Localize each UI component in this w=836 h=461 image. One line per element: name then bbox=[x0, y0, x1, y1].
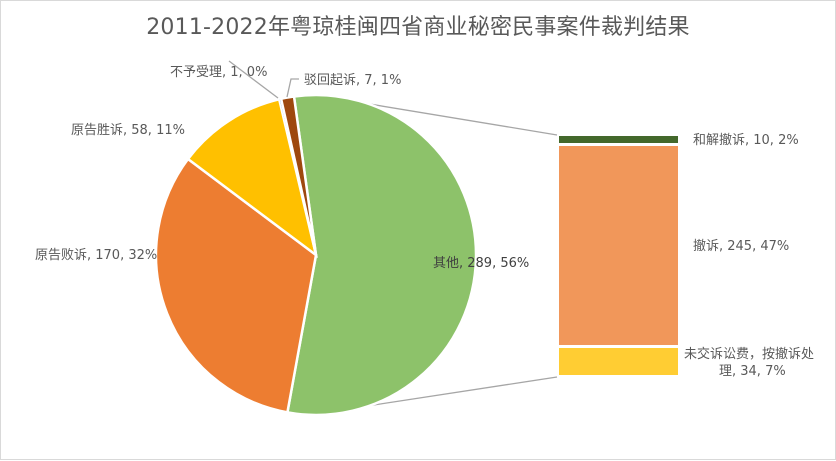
slice-other[interactable] bbox=[285, 93, 478, 417]
label-unpaid-fee-line1: 未交诉讼费，按撤诉处 bbox=[684, 346, 814, 362]
slice-plaintiff-lost[interactable] bbox=[154, 157, 318, 414]
label-plaintiff-won: 原告胜诉, 58, 11% bbox=[71, 123, 185, 138]
label-dismissed: 驳回起诉, 7, 1% bbox=[304, 73, 401, 88]
label-not-accepted: 不予受理, 1, 0% bbox=[170, 65, 267, 80]
label-unpaid-fee-line2: 理, 34, 7% bbox=[719, 364, 786, 379]
bar-segment-withdrawn[interactable] bbox=[559, 146, 678, 345]
label-other: 其他, 289, 56% bbox=[433, 256, 529, 271]
slice-plaintiff-won[interactable] bbox=[186, 97, 319, 259]
label-settled-withdrawn: 和解撤诉, 10, 2% bbox=[693, 132, 799, 148]
leader-line-dismissed bbox=[286, 78, 299, 98]
bar-segment-unpaid-fee[interactable] bbox=[559, 348, 678, 375]
label-plaintiff-lost: 原告败诉, 170, 32% bbox=[35, 248, 157, 263]
label-withdrawn: 撤诉, 245, 47% bbox=[693, 238, 789, 254]
slice-dismissed[interactable] bbox=[279, 95, 318, 256]
bar-segment-settled-withdrawn[interactable] bbox=[559, 136, 678, 143]
chart-title: 2011-2022年粤琼桂闽四省商业秘密民事案件裁判结果 bbox=[146, 15, 690, 40]
connector-line-bottom bbox=[340, 376, 558, 411]
leader-line-not-accepted bbox=[228, 60, 279, 99]
